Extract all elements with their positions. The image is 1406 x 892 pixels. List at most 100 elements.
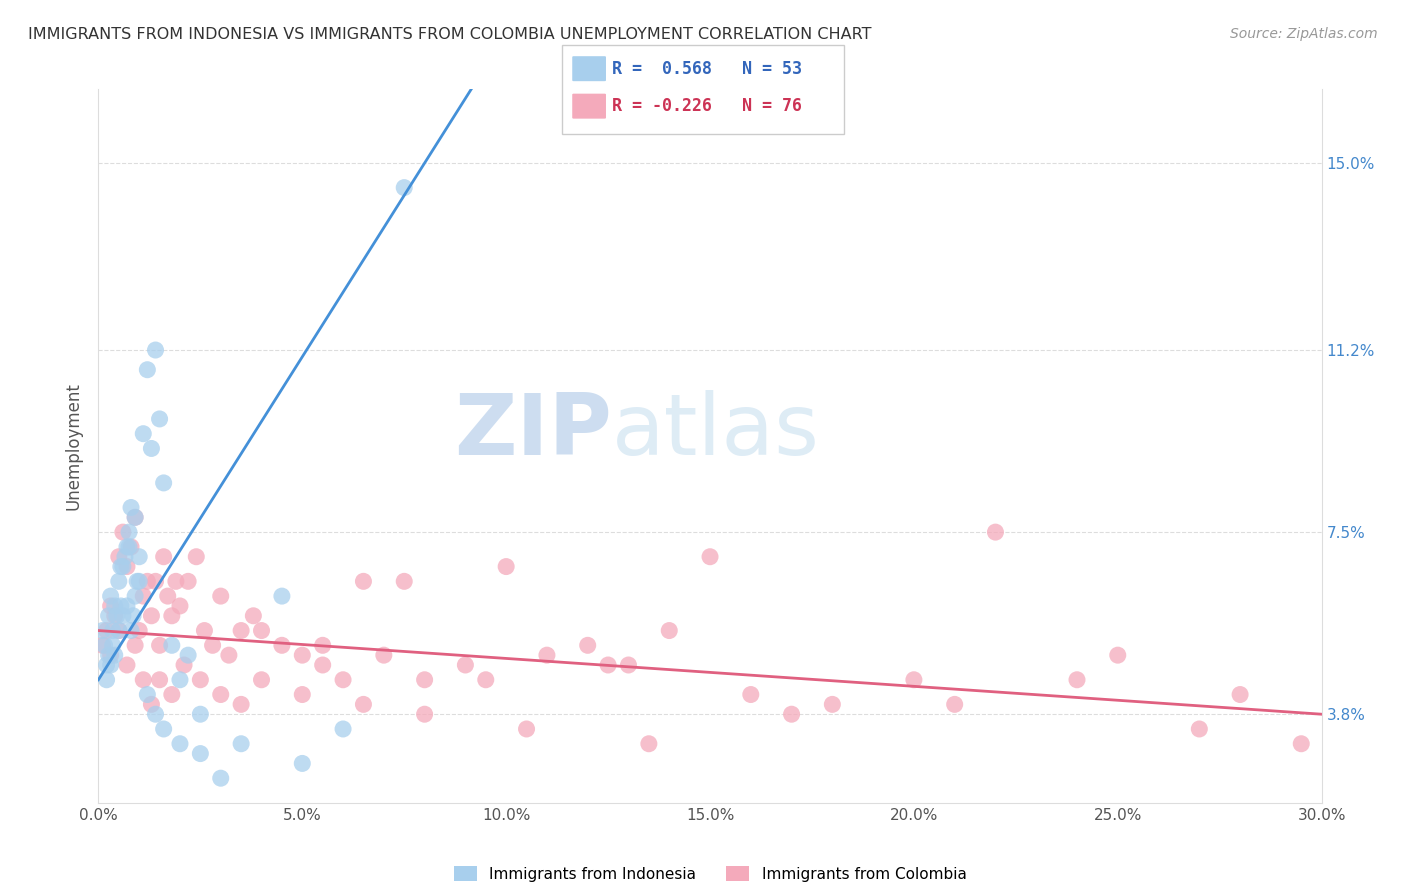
- Point: [617, 658, 640, 673]
- Point: [141, 608, 163, 623]
- Point: [111, 525, 134, 540]
- Point: [100, 599, 122, 613]
- Point: [188, 673, 212, 687]
- Text: IMMIGRANTS FROM INDONESIA VS IMMIGRANTS FROM COLOMBIA UNEMPLOYMENT CORRELATION C: IMMIGRANTS FROM INDONESIA VS IMMIGRANTS …: [28, 27, 872, 42]
- Point: [115, 599, 138, 613]
- Point: [104, 608, 127, 623]
- Text: Source: ZipAtlas.com: Source: ZipAtlas.com: [1230, 27, 1378, 41]
- Point: [120, 624, 142, 638]
- Point: [149, 412, 172, 426]
- Point: [115, 658, 138, 673]
- Point: [149, 673, 172, 687]
- Point: [1229, 688, 1251, 702]
- Point: [454, 658, 477, 673]
- Point: [145, 343, 167, 357]
- Point: [108, 549, 131, 564]
- Point: [124, 589, 146, 603]
- Point: [110, 599, 132, 613]
- Point: [132, 673, 155, 687]
- Point: [495, 559, 517, 574]
- Point: [104, 648, 127, 662]
- Point: [97, 608, 120, 623]
- Point: [132, 426, 155, 441]
- Point: [100, 658, 122, 673]
- Point: [101, 638, 124, 652]
- Point: [312, 638, 335, 652]
- Point: [108, 624, 131, 638]
- Point: [1291, 737, 1313, 751]
- Point: [201, 638, 224, 652]
- Legend: Immigrants from Indonesia, Immigrants from Colombia: Immigrants from Indonesia, Immigrants fr…: [447, 860, 973, 888]
- Point: [903, 673, 925, 687]
- Point: [250, 673, 273, 687]
- Point: [173, 658, 195, 673]
- Point: [474, 673, 498, 687]
- Point: [152, 722, 174, 736]
- Point: [821, 698, 844, 712]
- Point: [156, 589, 179, 603]
- Point: [188, 707, 212, 722]
- Point: [136, 574, 159, 589]
- Point: [149, 638, 172, 652]
- Point: [193, 624, 215, 638]
- Text: R = -0.226   N = 76: R = -0.226 N = 76: [612, 97, 801, 115]
- Point: [169, 737, 191, 751]
- Point: [516, 722, 538, 736]
- Point: [100, 648, 122, 662]
- Point: [209, 771, 232, 785]
- Point: [250, 624, 273, 638]
- Point: [120, 500, 142, 515]
- Point: [392, 574, 416, 589]
- Point: [152, 549, 174, 564]
- Point: [699, 549, 721, 564]
- Point: [165, 574, 187, 589]
- Point: [120, 540, 142, 554]
- Point: [115, 559, 138, 574]
- Point: [536, 648, 558, 662]
- Y-axis label: Unemployment: Unemployment: [65, 382, 83, 510]
- Point: [104, 599, 127, 613]
- Point: [100, 589, 122, 603]
- Point: [118, 540, 141, 554]
- Point: [96, 658, 118, 673]
- Point: [291, 688, 314, 702]
- Point: [96, 673, 118, 687]
- Point: [177, 574, 200, 589]
- Point: [152, 475, 174, 490]
- Point: [209, 688, 232, 702]
- Point: [169, 673, 191, 687]
- Point: [128, 624, 150, 638]
- Point: [231, 624, 253, 638]
- Point: [127, 574, 149, 589]
- Point: [111, 559, 134, 574]
- Point: [105, 608, 128, 623]
- Point: [132, 589, 155, 603]
- Point: [413, 707, 436, 722]
- Point: [270, 589, 294, 603]
- Point: [291, 756, 314, 771]
- Point: [108, 624, 131, 638]
- Point: [332, 722, 354, 736]
- Point: [101, 624, 124, 638]
- Point: [124, 510, 146, 524]
- Point: [312, 658, 335, 673]
- Point: [128, 574, 150, 589]
- Point: [352, 574, 374, 589]
- Point: [242, 608, 264, 623]
- Point: [93, 638, 115, 652]
- Point: [392, 180, 416, 194]
- Point: [124, 638, 146, 652]
- Point: [373, 648, 395, 662]
- Point: [110, 559, 132, 574]
- Point: [114, 549, 136, 564]
- Point: [231, 698, 253, 712]
- Point: [984, 525, 1007, 540]
- Point: [96, 624, 118, 638]
- Point: [118, 525, 141, 540]
- Point: [1107, 648, 1129, 662]
- Point: [136, 362, 159, 376]
- Point: [141, 698, 163, 712]
- Point: [160, 688, 183, 702]
- Point: [332, 673, 354, 687]
- Point: [141, 442, 163, 456]
